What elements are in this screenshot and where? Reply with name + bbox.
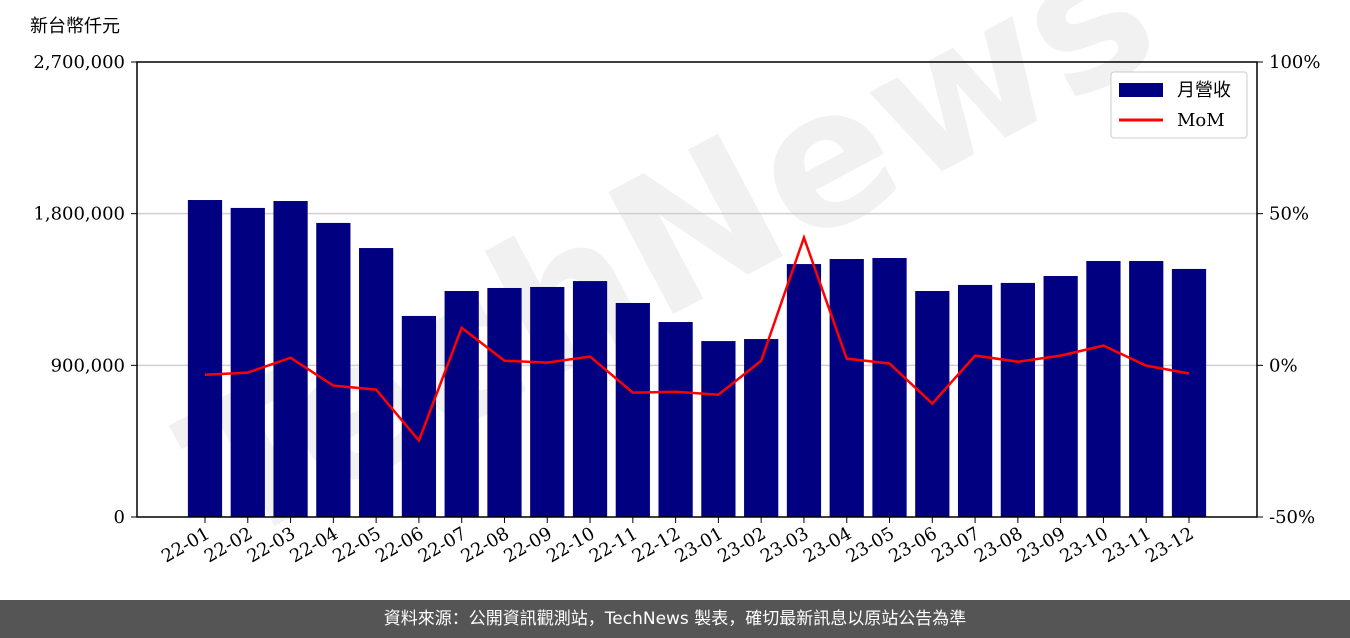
bar	[701, 341, 736, 517]
bar	[487, 287, 522, 517]
legend-label: 月營收	[1177, 80, 1231, 101]
y-tick-label: 0	[114, 507, 125, 528]
y-axis-label: 新台幣仟元	[30, 16, 120, 37]
bar	[658, 322, 693, 517]
x-tick-label: 22-06	[372, 523, 427, 567]
bar	[1000, 282, 1035, 517]
x-tick-label: 22-01	[158, 523, 213, 567]
legend-label: MoM	[1177, 110, 1225, 131]
y-tick-label: 1,800,000	[33, 204, 125, 225]
bar	[786, 264, 822, 517]
y2-tick-label: -50%	[1269, 507, 1315, 528]
line	[204, 233, 1190, 443]
x-tick-label: 22-08	[458, 523, 513, 567]
bar	[230, 207, 265, 517]
x-tick-label: 23-04	[800, 523, 855, 567]
x-tick-label: 22-07	[415, 523, 470, 567]
bar	[444, 291, 479, 517]
bar	[1129, 261, 1164, 517]
x-tick-label: 23-06	[885, 523, 940, 567]
x-tick-label: 22-09	[500, 523, 555, 567]
x-tick-label: 23-03	[757, 523, 812, 567]
bar	[1171, 268, 1207, 517]
y2-tick-label: 0%	[1269, 355, 1298, 376]
x-tick-label: 23-10	[1056, 523, 1111, 567]
bar	[530, 286, 565, 517]
bar	[744, 339, 779, 517]
bar	[1086, 261, 1121, 517]
bar	[872, 257, 907, 517]
y-tick-label: 2,700,000	[33, 52, 125, 73]
x-tick-label: 23-09	[1014, 523, 1069, 567]
x-tick-label: 23-05	[843, 523, 898, 567]
plot-frame	[136, 61, 1258, 518]
y-tick-label: 900,000	[51, 355, 125, 376]
y2-tick-label: 100%	[1269, 52, 1320, 73]
x-tick-label: 23-11	[1099, 523, 1154, 567]
x-tick-label: 22-11	[586, 523, 641, 567]
bar	[615, 302, 650, 517]
x-tick-label: 23-08	[971, 523, 1026, 567]
x-tick-label: 23-12	[1142, 523, 1197, 567]
bar	[316, 222, 351, 517]
chart: 新台幣仟元 TechNews 0900,0001,800,0002,700,00…	[30, 0, 1320, 588]
bar	[829, 258, 864, 517]
bar	[1043, 276, 1078, 517]
bar	[572, 281, 608, 517]
footer: 資料來源：公開資訊觀測站，TechNews 製表，確切最新訊息以原站公告為準	[0, 600, 1350, 638]
bar	[401, 315, 437, 517]
bar	[187, 200, 223, 517]
legend-swatch	[1119, 83, 1163, 97]
x-tick-label: 23-02	[714, 523, 769, 567]
y2-tick-label: 50%	[1269, 204, 1309, 225]
x-tick-label: 23-07	[928, 523, 983, 567]
x-tick-label: 22-12	[629, 523, 684, 567]
bar	[957, 284, 993, 517]
x-tick-label: 22-10	[543, 523, 598, 567]
bar	[359, 248, 394, 518]
x-tick-label: 23-01	[671, 523, 726, 567]
